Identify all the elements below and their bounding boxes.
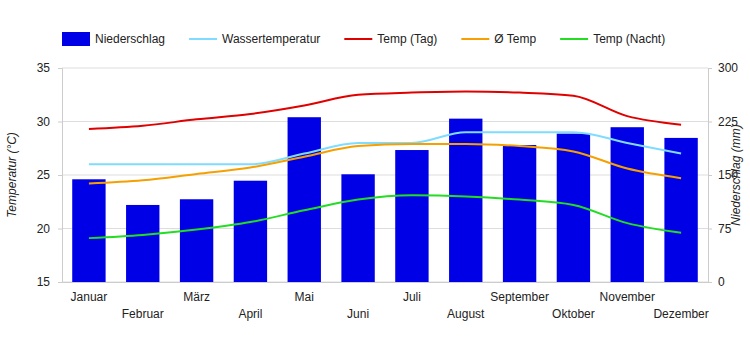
line xyxy=(89,144,681,184)
chart: 1520253035075150225300JanuarFebruarMärzA… xyxy=(0,0,750,350)
axis-line xyxy=(709,69,713,283)
tick-label: November xyxy=(600,290,655,304)
bar xyxy=(341,174,374,282)
legend-label: Temp (Nacht) xyxy=(593,32,665,46)
tick: Juni xyxy=(347,307,369,321)
bar xyxy=(180,199,213,282)
tick-label: 0 xyxy=(718,275,725,289)
tick-label: 15 xyxy=(37,275,51,289)
axis: 15 20 25 30 35 xyxy=(37,61,63,289)
tick-mark xyxy=(708,229,712,230)
tick: November xyxy=(600,290,655,304)
tick: 20 xyxy=(37,222,62,236)
tick-label: 30 xyxy=(37,115,51,129)
legend-swatch xyxy=(560,38,588,40)
legend: Niederschlag Wassertemperatur Temp (Tag) Ø … xyxy=(62,32,665,46)
tick: 15 xyxy=(37,275,62,289)
line xyxy=(89,92,681,129)
tick-label: März xyxy=(183,290,210,304)
tick: 30 xyxy=(37,115,62,129)
tick-label: 300 xyxy=(718,61,738,75)
tick-mark xyxy=(58,229,62,230)
tick-mark xyxy=(58,282,62,283)
tick-mark xyxy=(58,68,62,69)
tick: 300 xyxy=(708,61,738,75)
line xyxy=(89,195,681,238)
tick-label: Juni xyxy=(347,307,369,321)
tick: April xyxy=(238,307,262,321)
tick: September xyxy=(490,290,549,304)
axis-title: Niederschlag (mm) xyxy=(729,124,743,225)
axis: Januar Februar März April Mai Juni Juli August S… xyxy=(63,283,709,321)
bar xyxy=(72,179,105,282)
tick: Februar xyxy=(122,307,164,321)
bar xyxy=(503,145,536,282)
tick-label: September xyxy=(490,290,549,304)
tick: August xyxy=(447,307,485,321)
legend-label: Ø Temp xyxy=(494,32,536,46)
bar xyxy=(234,181,267,282)
tick-mark xyxy=(708,122,712,123)
plot: 1520253035075150225300JanuarFebruarMärzA… xyxy=(37,61,739,320)
axis-title: Temperatur (°C) xyxy=(5,132,19,218)
tick-mark xyxy=(708,282,712,283)
tick-label: August xyxy=(447,307,485,321)
legend-item: Temp (Tag) xyxy=(344,32,437,46)
legend-item: Ø Temp xyxy=(461,32,536,46)
tick-mark xyxy=(58,175,62,176)
legend-item: Temp (Nacht) xyxy=(560,32,665,46)
tick-label: 25 xyxy=(37,168,51,182)
tick-label: Februar xyxy=(122,307,164,321)
line xyxy=(89,132,681,164)
legend-swatch xyxy=(62,32,90,46)
grid-line xyxy=(62,68,708,69)
tick-label: Dezember xyxy=(653,307,708,321)
bar-series xyxy=(72,117,698,282)
tick: Mai xyxy=(295,290,314,304)
tick-label: Mai xyxy=(295,290,314,304)
legend-item: Niederschlag xyxy=(62,32,165,46)
legend-item: Wassertemperatur xyxy=(189,32,320,46)
tick-label: 20 xyxy=(37,222,51,236)
legend-swatch xyxy=(189,38,217,40)
bar xyxy=(126,205,159,282)
tick-mark xyxy=(708,175,712,176)
tick-label: 35 xyxy=(37,61,51,75)
bar xyxy=(664,138,697,282)
legend-swatch xyxy=(461,38,489,40)
tick-label: Juli xyxy=(403,290,421,304)
tick: 0 xyxy=(708,275,725,289)
axis-line xyxy=(63,282,709,283)
tick: 35 xyxy=(37,61,62,75)
tick-mark xyxy=(708,68,712,69)
legend-label: Wassertemperatur xyxy=(222,32,320,46)
tick: Dezember xyxy=(653,307,708,321)
bar xyxy=(288,117,321,282)
tick-mark xyxy=(58,122,62,123)
grid-line xyxy=(62,121,708,122)
tick-label: Januar xyxy=(71,290,108,304)
bar xyxy=(395,150,428,282)
tick: Juli xyxy=(403,290,421,304)
grid xyxy=(62,68,708,282)
marks xyxy=(72,92,698,282)
legend-label: Temp (Tag) xyxy=(377,32,437,46)
bar xyxy=(611,127,644,282)
tick: 25 xyxy=(37,168,62,182)
axis-line xyxy=(58,69,63,283)
legend-swatch xyxy=(344,38,372,40)
legend-label: Niederschlag xyxy=(95,32,165,46)
tick: Oktober xyxy=(552,307,595,321)
tick-label: April xyxy=(238,307,262,321)
tick-label: Oktober xyxy=(552,307,595,321)
tick: Januar xyxy=(71,290,108,304)
tick: März xyxy=(183,290,210,304)
